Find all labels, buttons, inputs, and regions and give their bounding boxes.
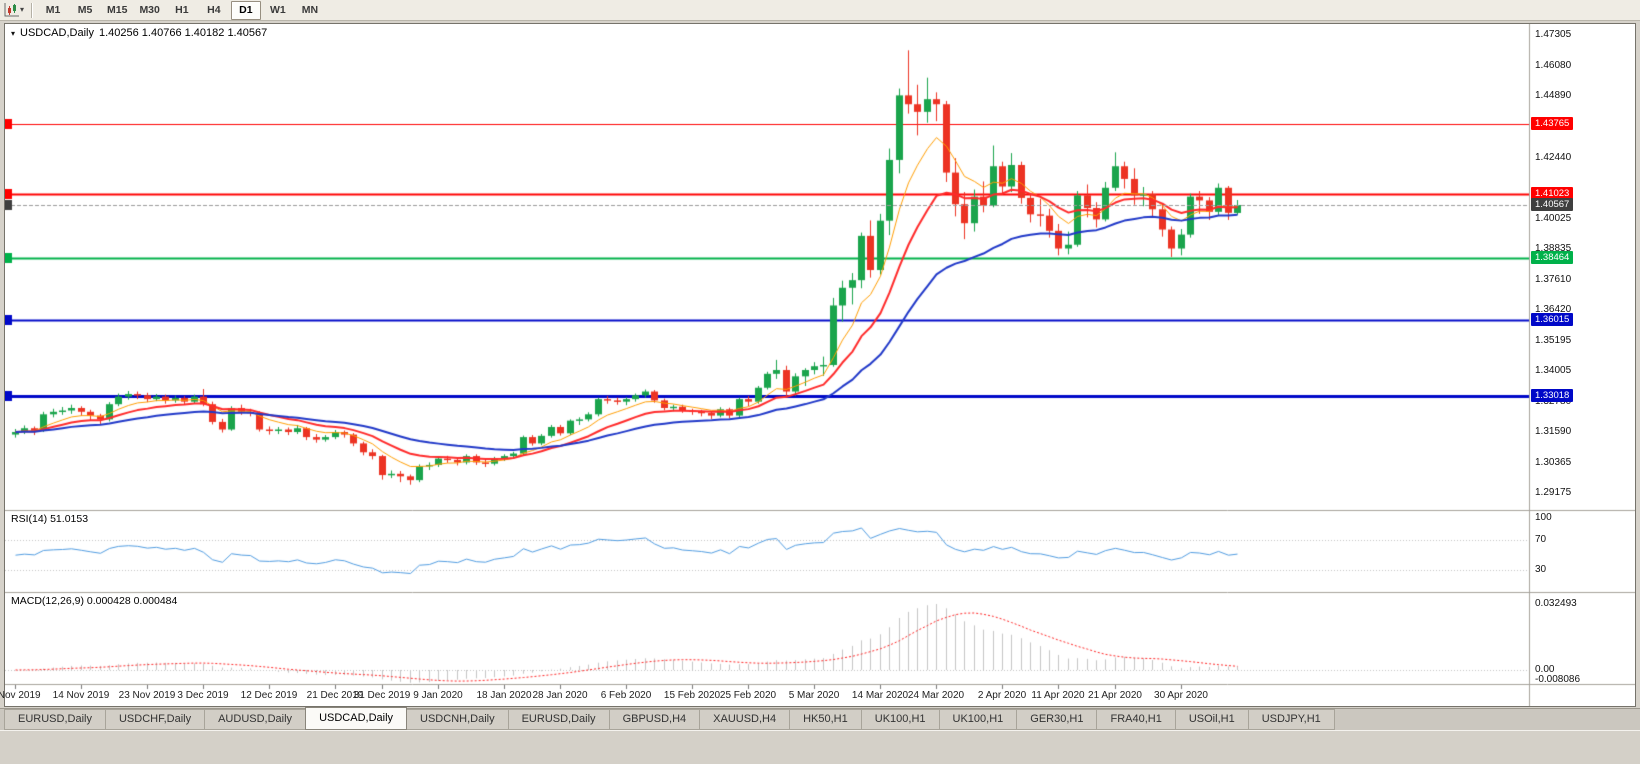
- date-axis-label: 21 Apr 2020: [1088, 690, 1142, 701]
- tf-button-h1[interactable]: H1: [175, 3, 189, 16]
- price-axis-label: 1.29175: [1535, 487, 1572, 499]
- chart-tab-14-usdjpy-h1[interactable]: USDJPY,H1: [1248, 709, 1335, 730]
- tf-button-m15[interactable]: M15: [107, 3, 128, 16]
- chart-tab-9-uk100-h1[interactable]: UK100,H1: [861, 709, 940, 730]
- price-axis-label: 1.36420: [1535, 304, 1572, 316]
- toolbar-separator: [31, 2, 32, 18]
- price-axis-label: 1.44890: [1535, 89, 1572, 101]
- chart-tab-4-usdcnh-daily[interactable]: USDCNH,Daily: [407, 709, 509, 730]
- date-axis-label: 12 Dec 2019: [240, 690, 298, 701]
- price-axis-label: 1.42440: [1535, 151, 1572, 163]
- chart-tab-8-hk50-h1[interactable]: HK50,H1: [790, 709, 862, 730]
- date-axis-label: 14 Nov 2019: [52, 690, 110, 701]
- chart-tab-12-fra40-h1[interactable]: FRA40,H1: [1097, 709, 1176, 730]
- price-axis-label: 1.40025: [1535, 212, 1572, 224]
- tf-button-m5[interactable]: M5: [77, 3, 93, 16]
- chart-tab-11-ger30-h1[interactable]: GER30,H1: [1017, 709, 1098, 730]
- symbol-menu-icon[interactable]: ▾: [11, 28, 16, 38]
- price-axis-label: 1.46080: [1535, 59, 1572, 71]
- chart-tab-5-eurusd-daily[interactable]: EURUSD,Daily: [508, 709, 610, 730]
- chart-tab-10-uk100-h1[interactable]: UK100,H1: [939, 709, 1018, 730]
- tf-button-d1[interactable]: D1: [230, 0, 261, 20]
- tf-button-mn[interactable]: MN: [301, 3, 319, 16]
- chart-tab-13-usoil-h1[interactable]: USOil,H1: [1175, 709, 1249, 730]
- chart-ohlc-values: 1.40256 1.40766 1.40182 1.40567: [98, 27, 268, 39]
- price-axis-label: 1.31590: [1535, 426, 1572, 438]
- price-axis-label: 1.37610: [1535, 273, 1572, 285]
- chart-canvas[interactable]: [5, 24, 1635, 706]
- chart-tab-6-gbpusd-h4[interactable]: GBPUSD,H4: [609, 709, 701, 730]
- date-axis-label: 28 Jan 2020: [532, 690, 588, 701]
- chart-tab-1-usdchf-daily[interactable]: USDCHF,Daily: [105, 709, 206, 730]
- tf-button-h4[interactable]: H4: [207, 3, 221, 16]
- chart-type-icon[interactable]: [3, 2, 20, 18]
- tf-button-m1[interactable]: M1: [45, 3, 61, 16]
- date-axis-label: 5 Nov 2019: [0, 690, 41, 701]
- macd-axis-max-label: 0.032493: [1535, 598, 1577, 609]
- hline-price-tag[interactable]: 1.43765: [1531, 117, 1574, 130]
- chart-tab-bar: EURUSD,Daily USDCHF,Daily AUDUSD,Daily USDC…: [0, 707, 1640, 730]
- price-axis-label: 1.47305: [1535, 28, 1572, 40]
- hline-price-tag[interactable]: 1.38464: [1531, 251, 1574, 264]
- date-axis-label: 23 Nov 2019: [118, 690, 176, 701]
- timeframe-button-group: M1 M5 M15 M30 H1 H4 D1 W1 MN: [37, 0, 326, 20]
- date-axis-label: 11 Apr 2020: [1031, 690, 1085, 701]
- rsi-axis-label: 100: [1535, 512, 1552, 524]
- date-axis-label: 2 Apr 2020: [977, 690, 1027, 701]
- date-axis-label: 14 Mar 2020: [851, 690, 909, 701]
- chart-tab-7-xauusd-h4[interactable]: XAUUSD,H4: [700, 709, 791, 730]
- chart-tab-0-eurusd-daily[interactable]: EURUSD,Daily: [4, 709, 106, 730]
- date-axis-label: 5 Mar 2020: [788, 690, 840, 701]
- date-axis-label: 25 Feb 2020: [719, 690, 777, 701]
- chart-tabs: EURUSD,Daily USDCHF,Daily AUDUSD,Daily USDC…: [4, 707, 1335, 730]
- date-axis-label: 6 Feb 2020: [600, 690, 652, 701]
- date-axis-label: 18 Jan 2020: [476, 690, 532, 701]
- rsi-axis-label: 70: [1535, 534, 1547, 546]
- price-axis-label: 1.34005: [1535, 365, 1572, 377]
- date-axis-label: 15 Feb 2020: [663, 690, 721, 701]
- hline-price-tag[interactable]: 1.36015: [1531, 313, 1574, 326]
- chart-symbol-label: USDCAD,Daily: [20, 27, 94, 39]
- hline-price-tag[interactable]: 1.33018: [1531, 389, 1574, 402]
- date-axis-label: 21 Dec 2019: [306, 690, 364, 701]
- date-axis-label: 24 Mar 2020: [907, 690, 965, 701]
- rsi-indicator-label: RSI(14) 51.0153: [11, 513, 89, 525]
- rsi-axis-label: 30: [1535, 563, 1547, 575]
- macd-indicator-label: MACD(12,26,9) 0.000428 0.000484: [11, 595, 178, 607]
- tf-button-w1[interactable]: W1: [270, 3, 286, 16]
- macd-axis-min-label: -0.008086: [1535, 674, 1581, 685]
- date-axis-label: 9 Jan 2020: [413, 690, 463, 701]
- date-axis-label: 30 Apr 2020: [1154, 690, 1208, 701]
- chart-tab-3-usdcad-daily[interactable]: USDCAD,Daily: [305, 707, 408, 730]
- date-axis-label: 3 Dec 2019: [177, 690, 229, 701]
- price-axis-label: 1.38835: [1535, 242, 1572, 254]
- chart-tab-2-audusd-daily[interactable]: AUDUSD,Daily: [205, 709, 307, 730]
- status-bar: [0, 730, 1640, 764]
- chart-title: ▾ USDCAD,Daily 1.40256 1.40766 1.40182 1…: [11, 27, 267, 39]
- price-axis-label: 1.30365: [1535, 457, 1572, 469]
- top-toolbar: ▾ M1 M5 M15 M30 H1 H4 D1 W1 MN: [0, 0, 1640, 21]
- chart-type-dropdown-icon[interactable]: ▾: [20, 5, 25, 14]
- chart-window: ▾ USDCAD,Daily 1.40256 1.40766 1.40182 1…: [0, 23, 1636, 707]
- price-axis-label: 1.35195: [1535, 335, 1572, 347]
- date-axis-label: 31 Dec 2019: [353, 690, 411, 701]
- current-price-tag: 1.40567: [1531, 198, 1574, 211]
- hline-price-tag[interactable]: 1.41023: [1531, 187, 1574, 200]
- macd-axis-zero-label: 0.00: [1535, 664, 1555, 675]
- tf-button-m30[interactable]: M30: [139, 3, 160, 16]
